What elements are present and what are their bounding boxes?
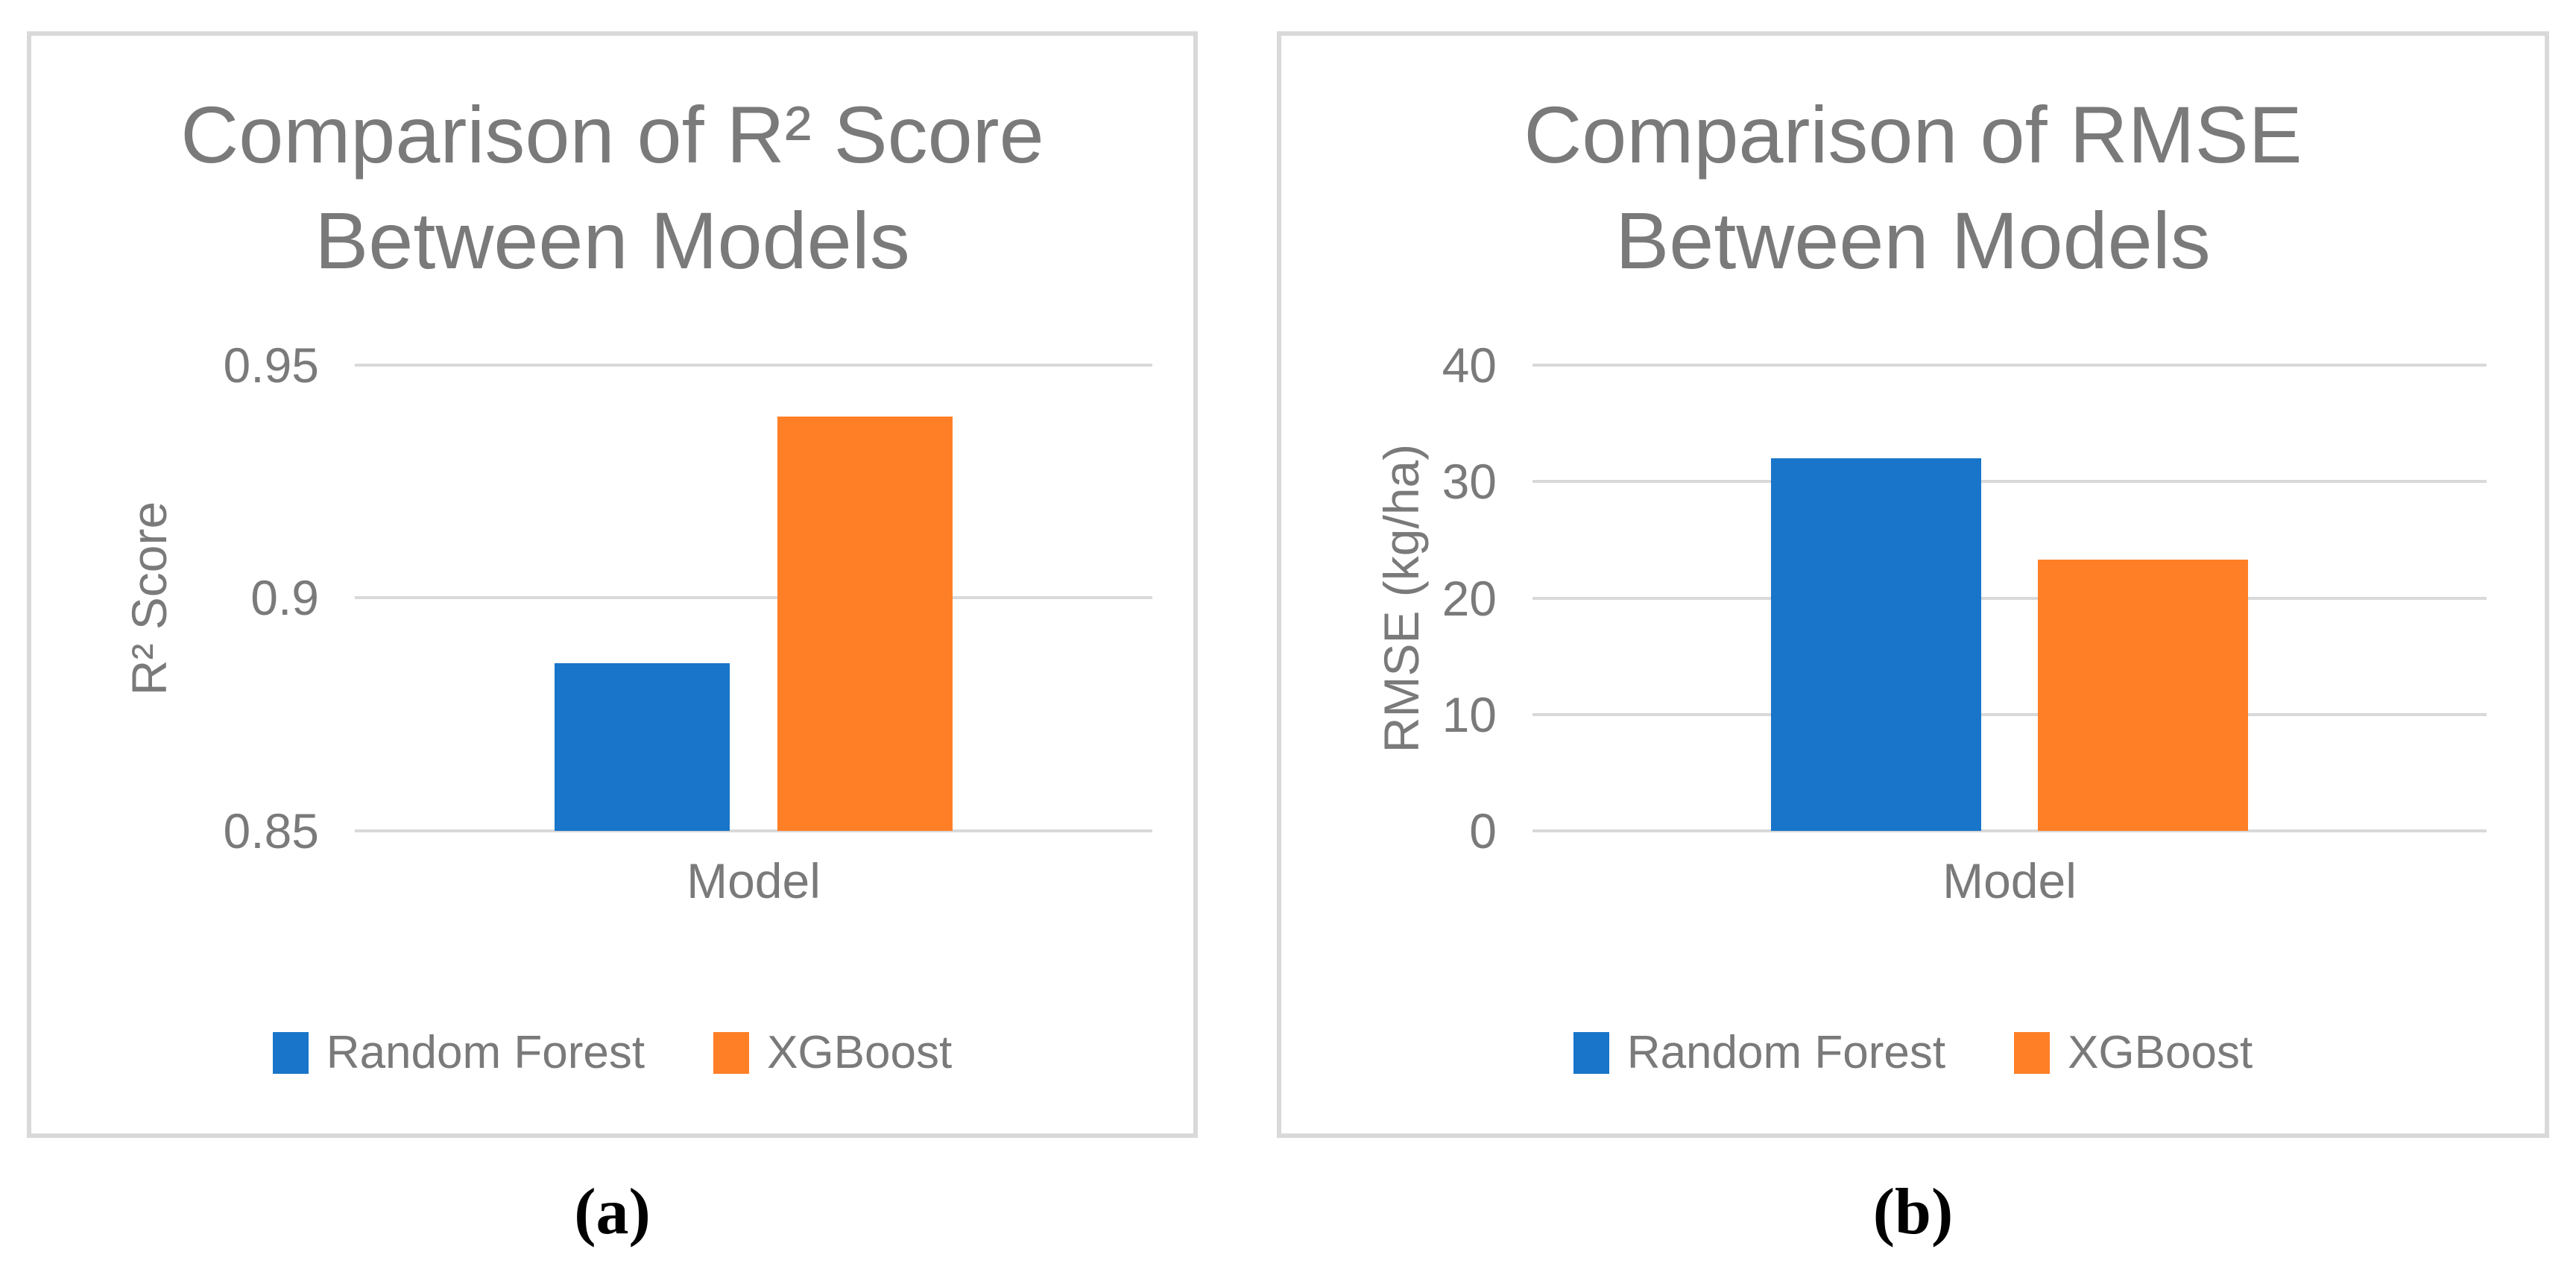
gridline xyxy=(355,364,1152,367)
gridline xyxy=(1532,364,2487,367)
y-tick-label: 0 xyxy=(1469,803,1497,858)
y-tick-label: 40 xyxy=(1442,338,1497,393)
legend-swatch-icon xyxy=(1573,1032,1609,1074)
legend: Random Forest XGBoost xyxy=(1281,1027,2545,1079)
bar-random-forest xyxy=(554,663,730,831)
y-tick-label: 0.95 xyxy=(223,338,319,393)
y-tick-label: 10 xyxy=(1442,687,1497,742)
y-axis-title: R² Score xyxy=(121,501,177,696)
plot-area xyxy=(355,364,1152,832)
y-axis-title: RMSE (kg/ha) xyxy=(1374,443,1429,753)
legend-label: Random Forest xyxy=(326,1027,645,1078)
gridline xyxy=(355,596,1152,599)
bar-xgboost xyxy=(2038,560,2248,831)
bar-random-forest xyxy=(1771,458,1981,831)
gridline xyxy=(1532,480,2487,483)
legend-item-xgboost: XGBoost xyxy=(713,1028,952,1078)
y-tick-label: 0.85 xyxy=(223,803,319,858)
legend-swatch-icon xyxy=(272,1032,309,1074)
legend-label: XGBoost xyxy=(767,1027,953,1078)
panel-b-caption: (b) xyxy=(1872,1176,1954,1248)
plot-area xyxy=(1532,364,2487,832)
x-axis-title: Model xyxy=(1942,853,2077,908)
bar-xgboost xyxy=(777,417,953,831)
legend-label: Random Forest xyxy=(1626,1027,1946,1078)
legend: Random Forest XGBoost xyxy=(31,1027,1193,1079)
chart-title: Comparison of R² Score Between Models xyxy=(180,89,1044,285)
gridline xyxy=(1532,829,2487,832)
legend-swatch-icon xyxy=(713,1032,750,1074)
legend-item-xgboost: XGBoost xyxy=(2014,1028,2253,1078)
panel-a-caption: (a) xyxy=(574,1176,651,1248)
chart-panel-b: Comparison of RMSE Between Models 0 10 20 30… xyxy=(1277,31,2549,1138)
gridline xyxy=(355,829,1152,832)
y-tick-label: 20 xyxy=(1442,571,1497,626)
y-tick-label: 30 xyxy=(1442,454,1497,509)
legend-label: XGBoost xyxy=(2068,1027,2253,1078)
legend-item-random-forest: Random Forest xyxy=(272,1027,645,1078)
legend-item-random-forest: Random Forest xyxy=(1573,1028,1945,1078)
chart-panel-a: Comparison of R² Score Between Models 0.8… xyxy=(27,31,1198,1138)
x-axis-title: Model xyxy=(686,853,821,908)
y-tick-label: 0.9 xyxy=(250,570,319,625)
legend-swatch-icon xyxy=(2014,1032,2051,1074)
gridline xyxy=(1532,713,2487,716)
gridline xyxy=(1532,597,2487,600)
chart-title: Comparison of RMSE Between Models xyxy=(1524,89,2302,285)
